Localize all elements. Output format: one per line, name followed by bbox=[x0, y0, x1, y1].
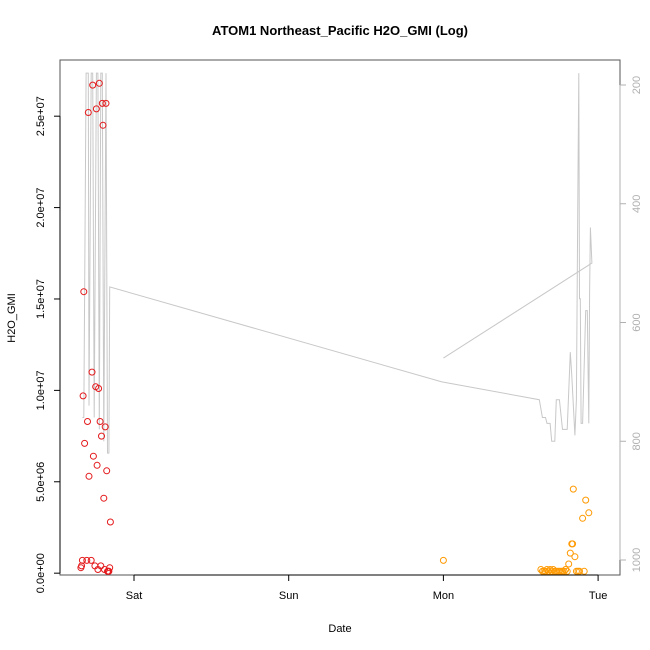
data-point bbox=[585, 509, 593, 517]
data-point bbox=[563, 567, 571, 575]
data-point bbox=[566, 549, 574, 557]
y2-tick-label: 800 bbox=[631, 432, 643, 450]
data-point bbox=[84, 418, 91, 425]
data-point bbox=[546, 566, 554, 573]
x-tick-label: Tue bbox=[589, 590, 608, 602]
data-point bbox=[105, 567, 113, 575]
y2-tick-label: 600 bbox=[631, 313, 643, 331]
data-point bbox=[439, 556, 447, 564]
x-axis: Sat Sun Mon Tue bbox=[126, 574, 608, 602]
data-point bbox=[84, 109, 92, 116]
y-tick-label: 1.0e+07 bbox=[35, 370, 47, 410]
data-point bbox=[81, 439, 89, 447]
data-point bbox=[99, 121, 107, 129]
data-point bbox=[580, 567, 588, 575]
y-axis: 0.0e+00 5.0e+06 1.0e+07 1.5e+07 2.0e+07 2.5e+… bbox=[35, 96, 61, 593]
data-point bbox=[101, 423, 109, 431]
x-tick-label: Sun bbox=[279, 590, 299, 602]
data-point bbox=[85, 472, 93, 480]
data-point bbox=[97, 562, 105, 570]
y-tick-label: 2.0e+07 bbox=[35, 188, 47, 228]
data-point bbox=[92, 105, 100, 113]
data-point bbox=[89, 81, 97, 89]
data-points-layer bbox=[77, 79, 593, 575]
data-point bbox=[560, 567, 568, 575]
data-point bbox=[96, 418, 104, 425]
data-point bbox=[89, 452, 97, 460]
data-point bbox=[98, 432, 105, 440]
chart-title: ATOM1 Northeast_Pacific H2O_GMI (Log) bbox=[212, 23, 468, 38]
data-point bbox=[569, 485, 577, 493]
data-point bbox=[95, 385, 103, 392]
y-tick-label: 5.0e+06 bbox=[35, 462, 47, 502]
plot-area-border bbox=[59, 59, 621, 576]
y2-tick-label: 200 bbox=[631, 76, 643, 94]
data-point bbox=[106, 564, 114, 572]
y-tick-label: 1.5e+07 bbox=[35, 279, 47, 319]
y2-tick-label: 400 bbox=[631, 195, 643, 213]
x-tick-label: Sat bbox=[126, 590, 143, 602]
data-point bbox=[100, 494, 108, 502]
y-tick-label: 0.0e+00 bbox=[35, 553, 47, 593]
data-point bbox=[569, 540, 577, 548]
data-point bbox=[95, 79, 103, 87]
pressure-line bbox=[82, 72, 593, 454]
data-point bbox=[78, 556, 86, 564]
data-point bbox=[79, 392, 87, 400]
data-point bbox=[88, 368, 96, 376]
y-axis-right: 200 400 600 800 1000 bbox=[619, 76, 643, 572]
y2-tick-label: 1000 bbox=[631, 548, 643, 572]
data-point bbox=[106, 518, 114, 526]
data-point bbox=[98, 99, 106, 107]
data-point bbox=[93, 461, 101, 469]
data-point bbox=[87, 556, 95, 564]
data-point bbox=[83, 556, 91, 564]
x-axis-title: Date bbox=[328, 623, 351, 635]
x-tick-label: Mon bbox=[433, 590, 454, 602]
data-point bbox=[103, 467, 111, 475]
data-point bbox=[562, 566, 570, 573]
data-point bbox=[579, 514, 587, 522]
data-point bbox=[565, 560, 573, 568]
y-tick-label: 2.5e+07 bbox=[35, 96, 47, 136]
data-point bbox=[576, 567, 583, 575]
data-point bbox=[102, 99, 110, 107]
data-point bbox=[582, 496, 590, 504]
y-axis-title: H2O_GMI bbox=[6, 293, 18, 343]
data-point bbox=[80, 288, 88, 296]
pressure-line-layer bbox=[82, 72, 593, 454]
data-point bbox=[571, 553, 579, 561]
